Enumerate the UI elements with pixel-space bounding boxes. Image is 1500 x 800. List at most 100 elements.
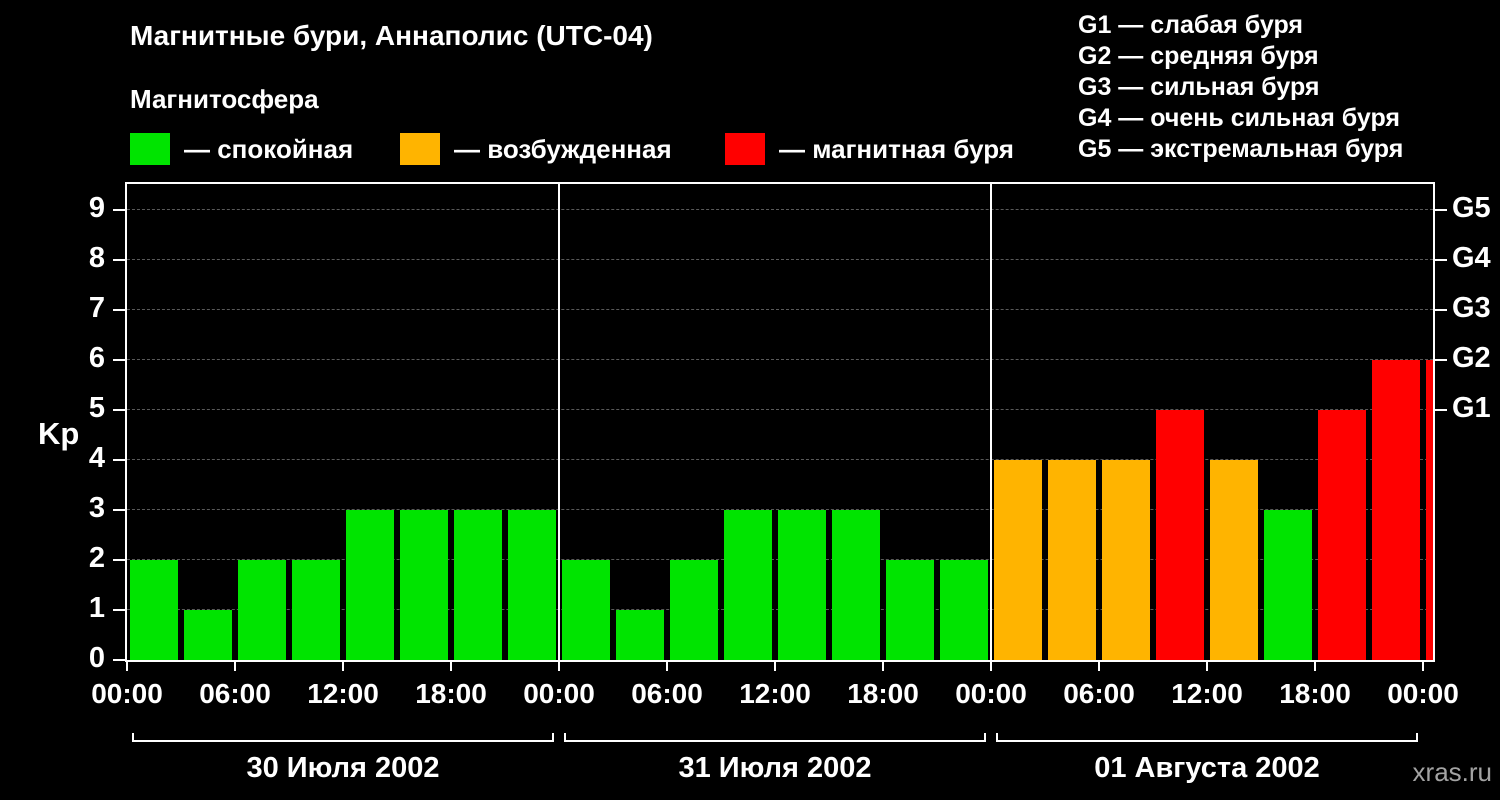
kp-bar	[238, 560, 286, 660]
legend-label-excited: — возбужденная	[454, 133, 672, 164]
x-axis-tick	[1422, 662, 1424, 671]
x-axis-tick	[774, 662, 776, 671]
y-tick-label: 4	[88, 442, 105, 474]
y-axis-tick	[113, 559, 125, 561]
g-legend-line-g4: G4 — очень сильная буря	[1078, 104, 1400, 132]
gridline	[127, 259, 1433, 260]
legend-label-storm: — магнитная буря	[779, 133, 1014, 164]
g-tick-label: G2	[1452, 342, 1491, 374]
gridline	[127, 209, 1433, 210]
y-axis-tick	[113, 359, 125, 361]
g-tick-label: G4	[1452, 242, 1491, 274]
y-axis-tick	[113, 459, 125, 461]
excited-color-swatch	[400, 133, 440, 165]
kp-bar	[1318, 410, 1366, 660]
y-tick-label: 9	[88, 192, 105, 224]
quiet-color-swatch	[130, 133, 170, 165]
x-axis-tick	[666, 662, 668, 671]
watermark: xras.ru	[1412, 757, 1492, 787]
x-axis-tick	[234, 662, 236, 671]
y-tick-label: 3	[88, 492, 105, 524]
x-axis-tick	[342, 662, 344, 671]
gridline	[127, 409, 1433, 410]
kp-bar	[130, 560, 178, 660]
y-tick-label: 7	[88, 292, 105, 324]
legend-item-quiet: — спокойная	[130, 131, 353, 167]
day-axis-tick	[564, 733, 566, 742]
day-label: 30 Июля 2002	[246, 752, 440, 784]
kp-bar	[832, 510, 880, 660]
y-tick-label: 2	[88, 542, 105, 574]
plot-area	[125, 182, 1435, 662]
day-axis-tick	[984, 733, 986, 742]
kp-bar	[1264, 510, 1312, 660]
x-tick-label: 06:00	[199, 678, 271, 709]
gridline	[127, 509, 1433, 510]
y-axis-tick	[113, 409, 125, 411]
g-tick-label: G3	[1452, 292, 1491, 324]
right-axis-tick	[1435, 409, 1447, 411]
day-axis-line	[132, 740, 554, 742]
x-axis-tick	[1098, 662, 1100, 671]
x-tick-label: 00:00	[955, 678, 1027, 709]
y-axis-tick	[113, 209, 125, 211]
kp-bar	[940, 560, 988, 660]
y-axis-title: Kp	[38, 416, 80, 451]
kp-bar	[616, 610, 664, 660]
x-tick-label: 00:00	[1387, 678, 1459, 709]
x-tick-label: 18:00	[847, 678, 919, 709]
kp-bar	[508, 510, 556, 660]
kp-bar	[724, 510, 772, 660]
kp-bar	[994, 460, 1042, 660]
right-axis-tick	[1435, 259, 1447, 261]
y-tick-label: 8	[88, 242, 105, 274]
g-legend-line-g2: G2 — средняя буря	[1078, 42, 1319, 70]
y-tick-label: 5	[88, 392, 105, 424]
x-tick-label: 06:00	[1063, 678, 1135, 709]
day-axis-tick	[1416, 733, 1418, 742]
kp-bar	[778, 510, 826, 660]
x-axis-tick	[558, 662, 560, 671]
x-axis-tick	[450, 662, 452, 671]
day-axis-line	[564, 740, 986, 742]
g-legend-line-g5: G5 — экстремальная буря	[1078, 135, 1404, 163]
x-tick-label: 18:00	[415, 678, 487, 709]
gridline	[127, 459, 1433, 460]
gridline	[127, 309, 1433, 310]
kp-bar	[400, 510, 448, 660]
x-tick-label: 06:00	[631, 678, 703, 709]
y-axis-tick	[113, 609, 125, 611]
storm-color-swatch	[725, 133, 765, 165]
day-axis-tick	[132, 733, 134, 742]
g-legend-line-g1: G1 — слабая буря	[1078, 11, 1304, 39]
kp-bar	[346, 510, 394, 660]
g-tick-label: G5	[1452, 192, 1491, 224]
legend-label-quiet: — спокойная	[184, 133, 354, 164]
y-tick-label: 6	[88, 342, 105, 374]
x-axis-tick	[126, 662, 128, 671]
legend-item-storm: — магнитная буря	[725, 131, 1014, 167]
kp-bar	[1102, 460, 1150, 660]
g-legend-line-g3: G3 — сильная буря	[1078, 73, 1320, 101]
kp-bar	[1156, 410, 1204, 660]
day-axis-tick	[552, 733, 554, 742]
day-separator	[558, 184, 560, 660]
kp-bar	[184, 610, 232, 660]
y-axis-tick	[113, 309, 125, 311]
y-axis-tick	[113, 659, 125, 661]
kp-bar	[886, 560, 934, 660]
day-label: 31 Июля 2002	[678, 752, 872, 784]
x-tick-label: 12:00	[1171, 678, 1243, 709]
g-tick-label: G1	[1452, 392, 1491, 424]
x-axis-tick	[1206, 662, 1208, 671]
right-axis-tick	[1435, 309, 1447, 311]
kp-bar	[454, 510, 502, 660]
page-title: Магнитные бури, Аннаполис (UTC-04)	[130, 20, 653, 51]
x-axis-tick	[882, 662, 884, 671]
x-axis-tick	[990, 662, 992, 671]
x-tick-label: 12:00	[739, 678, 811, 709]
x-tick-label: 00:00	[91, 678, 163, 709]
day-separator	[990, 184, 992, 660]
y-tick-label: 1	[88, 592, 105, 624]
